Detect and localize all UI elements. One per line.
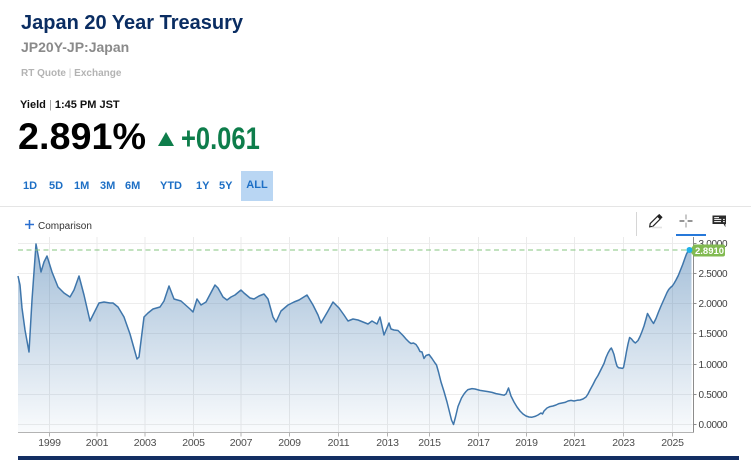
svg-text:2021: 2021 (563, 437, 586, 449)
svg-text:2017: 2017 (467, 437, 490, 449)
svg-text:2015: 2015 (418, 437, 441, 449)
svg-text:2019: 2019 (515, 437, 538, 449)
svg-text:2.5000: 2.5000 (699, 269, 729, 280)
svg-text:2001: 2001 (86, 437, 109, 449)
svg-text:0.0000: 0.0000 (699, 420, 729, 431)
svg-text:2.0000: 2.0000 (699, 299, 729, 310)
svg-text:2013: 2013 (376, 437, 399, 449)
svg-text:2025: 2025 (661, 437, 684, 449)
svg-text:2007: 2007 (230, 437, 253, 449)
svg-text:1999: 1999 (38, 437, 61, 449)
svg-text:2.8910: 2.8910 (695, 246, 724, 257)
svg-text:2005: 2005 (182, 437, 205, 449)
svg-text:1.0000: 1.0000 (699, 360, 729, 371)
svg-text:2011: 2011 (328, 437, 350, 449)
svg-text:1.5000: 1.5000 (699, 329, 729, 340)
svg-text:2003: 2003 (134, 437, 157, 449)
svg-text:0.5000: 0.5000 (699, 390, 729, 401)
svg-text:2023: 2023 (612, 437, 635, 449)
svg-text:2009: 2009 (278, 437, 301, 449)
